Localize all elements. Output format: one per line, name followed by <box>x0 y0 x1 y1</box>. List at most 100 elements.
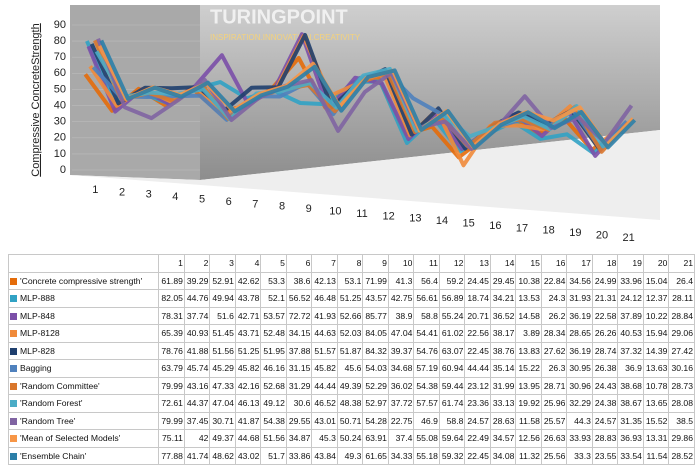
value-cell: 65.39 <box>158 324 185 343</box>
value-cell: 51.25 <box>336 289 364 308</box>
data-table: 1 2 3 4 5 6 7 8 9 10 11 12 13 14 15 16 17 18 19 20 21 'Concre… <box>7 254 695 465</box>
table-row: 'Mean of Selected Models' 75.11 42 49.37 44.… <box>7 429 695 448</box>
value-cell: 24.38 <box>591 394 619 413</box>
value-cell: 43.57 <box>362 289 389 308</box>
value-cell: 50.24 <box>336 429 364 448</box>
value-cell: 38.67 <box>617 394 644 413</box>
value-cell: 32.29 <box>566 394 593 413</box>
value-cell: 29.55 <box>285 411 313 430</box>
x-tick-label: 11 <box>356 208 367 220</box>
value-cell: 45.82 <box>234 359 262 378</box>
x-tick-label: 15 <box>463 218 475 230</box>
series-line <box>99 39 637 150</box>
value-cell: 20.71 <box>464 306 491 325</box>
value-cell: 44.68 <box>234 429 262 448</box>
value-cell: 58.8 <box>438 411 466 430</box>
value-cell: 10.22 <box>642 306 670 325</box>
table-row: MLP-828 78.76 41.88 51.56 51.25 51.95 37.88 51.… <box>7 341 695 360</box>
x-tick-label: 2 <box>119 186 125 198</box>
value-cell: 52.48 <box>260 324 287 343</box>
value-cell: 41.3 <box>387 271 415 290</box>
value-cell: 44.37 <box>183 394 211 413</box>
x-tick-label: 8 <box>279 201 285 213</box>
value-cell: 23.36 <box>464 394 491 413</box>
value-cell: 59.64 <box>438 429 466 448</box>
value-cell: 46.48 <box>311 289 338 308</box>
value-cell: 55.18 <box>413 446 440 465</box>
legend-key <box>10 330 17 338</box>
value-cell: 40.53 <box>617 324 644 343</box>
value-cell: 51.56 <box>260 429 287 448</box>
value-cell: 11.58 <box>515 411 542 430</box>
table-row: MLP-848 78.31 37.74 51.6 42.71 53.57 72.72 41.9… <box>7 306 695 325</box>
value-cell: 52.29 <box>362 376 389 395</box>
value-cell: 24.43 <box>591 376 619 395</box>
value-cell: 34.15 <box>285 324 313 343</box>
value-cell: 79.99 <box>158 411 185 430</box>
value-cell: 45.29 <box>209 359 236 378</box>
value-cell: 52.68 <box>260 376 287 395</box>
value-cell: 31.99 <box>489 376 517 395</box>
value-cell: 51.6 <box>209 306 236 325</box>
value-cell: 28.11 <box>668 289 695 308</box>
x-tick-label: 14 <box>436 215 448 227</box>
value-cell: 37.45 <box>183 411 211 430</box>
value-cell: 34.68 <box>387 359 415 378</box>
x-tick-label: 9 <box>306 203 312 215</box>
value-cell: 36.19 <box>566 341 593 360</box>
value-cell: 49.39 <box>336 376 364 395</box>
value-cell: 51.95 <box>260 341 287 360</box>
value-cell: 22.45 <box>464 446 491 465</box>
value-cell: 31.15 <box>285 359 313 378</box>
value-cell: 22.75 <box>387 411 415 430</box>
value-cell: 56.4 <box>413 271 440 290</box>
table-row: 'Concrete compressive strength' 61.89 39.2… <box>7 271 695 290</box>
value-cell: 53.3 <box>260 271 287 290</box>
legend-key <box>10 452 17 460</box>
row-label: MLP-888 <box>7 289 160 308</box>
column-header: 10 <box>387 254 415 273</box>
value-cell: 26.4 <box>668 271 695 290</box>
value-cell: 36.02 <box>387 376 415 395</box>
value-cell: 28.63 <box>489 411 517 430</box>
value-cell: 25.96 <box>540 394 568 413</box>
value-cell: 28.73 <box>668 376 695 395</box>
column-header: 15 <box>515 254 542 273</box>
value-cell: 38.5 <box>668 411 695 430</box>
x-tick-label: 17 <box>516 222 528 234</box>
value-cell: 28.84 <box>668 306 695 325</box>
y-tick-label: 70 <box>54 51 66 63</box>
value-cell: 45.74 <box>183 359 211 378</box>
value-cell: 75.11 <box>158 429 185 448</box>
legend-label: 'Concrete compressive strength' <box>20 275 143 286</box>
value-cell: 29.06 <box>668 324 695 343</box>
value-cell: 51.25 <box>234 341 262 360</box>
value-cell: 43.16 <box>183 376 211 395</box>
value-cell: 78.31 <box>158 306 185 325</box>
value-cell: 22.45 <box>464 341 491 360</box>
value-cell: 57.57 <box>413 394 440 413</box>
value-cell: 84.32 <box>362 341 389 360</box>
value-cell: 44.63 <box>311 324 338 343</box>
column-header: 6 <box>285 254 313 273</box>
value-cell: 82.05 <box>158 289 185 308</box>
value-cell: 43.71 <box>234 324 262 343</box>
value-cell: 45.6 <box>336 359 364 378</box>
value-cell: 45.82 <box>311 359 338 378</box>
value-cell: 59.32 <box>438 446 466 465</box>
value-cell: 12.37 <box>642 289 670 308</box>
value-cell: 63.91 <box>362 429 389 448</box>
row-label: Bagging <box>7 359 160 378</box>
value-cell: 47.04 <box>387 324 415 343</box>
value-cell: 58.8 <box>413 306 440 325</box>
row-label: MLP-828 <box>7 341 160 360</box>
legend-key <box>10 417 17 425</box>
value-cell: 28.08 <box>668 394 695 413</box>
value-cell: 51.45 <box>209 324 236 343</box>
value-cell: 34.56 <box>566 271 593 290</box>
value-cell: 34.21 <box>489 289 517 308</box>
value-cell: 24.45 <box>464 271 491 290</box>
value-cell: 61.74 <box>438 394 466 413</box>
value-cell: 37.74 <box>183 306 211 325</box>
y-tick-label: 20 <box>54 132 66 144</box>
